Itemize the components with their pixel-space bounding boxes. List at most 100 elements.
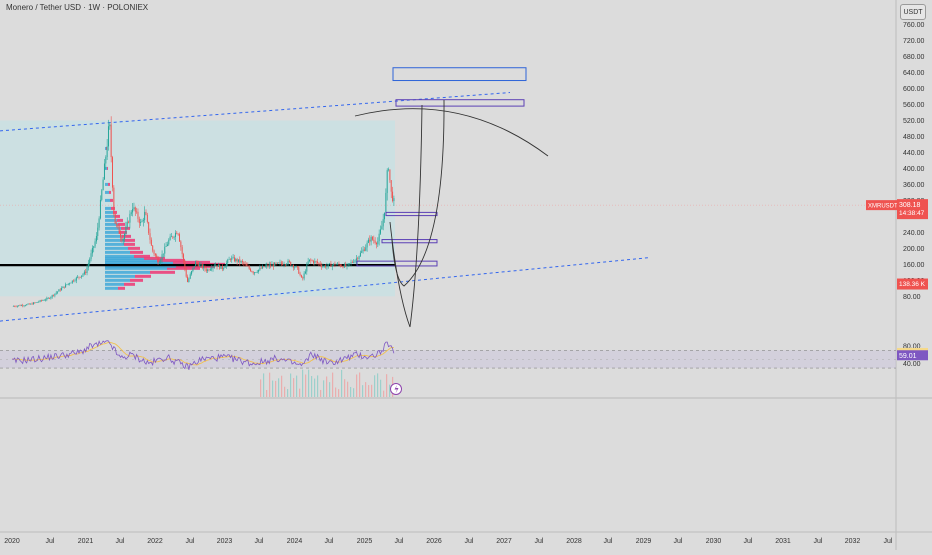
volume-profile-bar — [128, 246, 140, 250]
candle-body — [15, 306, 17, 308]
candle-body — [179, 234, 180, 242]
candle-body — [331, 264, 333, 267]
symbol-badge-text: XMRUSDT — [868, 204, 898, 210]
candle-body — [189, 274, 191, 279]
volume-profile-bar — [105, 264, 176, 268]
candle-body — [43, 300, 45, 301]
candle-body — [227, 259, 229, 264]
candle-body — [195, 261, 197, 266]
candle-body — [168, 239, 170, 245]
candle-body — [280, 262, 282, 264]
candle-body — [47, 297, 49, 299]
volume-profile-bar — [105, 286, 118, 290]
price-axis-label: 480.00 — [903, 134, 925, 141]
candle-body — [185, 268, 187, 277]
volume-profile-bar — [124, 238, 135, 242]
volume-profile-bar — [105, 234, 122, 238]
volume-profile-bar — [105, 256, 144, 260]
candle-body — [81, 275, 83, 278]
candle-body — [219, 264, 221, 269]
volume-profile-bar — [105, 210, 113, 214]
candle-body — [362, 249, 364, 252]
price-axis-label: 760.00 — [903, 22, 925, 29]
volume-profile-bar — [110, 198, 113, 202]
volume-bar — [359, 372, 361, 397]
price-axis-label: 560.00 — [903, 102, 925, 109]
candle-body — [146, 214, 148, 223]
rsi-line — [11, 339, 395, 370]
candle-body — [150, 239, 152, 246]
candle-body — [59, 289, 61, 291]
currency-badge[interactable]: USDT — [900, 4, 926, 20]
volume-profile-bar — [167, 266, 200, 270]
candle-body — [53, 295, 55, 296]
time-axis-label: Jul — [674, 538, 683, 545]
time-axis-label: 2026 — [426, 538, 442, 545]
rsi-axis-label: 40.00 — [903, 361, 921, 368]
candle-body — [300, 275, 302, 278]
volume-bar — [266, 389, 268, 397]
volume-profile-bar — [105, 282, 124, 286]
rsi-band — [0, 350, 896, 369]
candle-body — [393, 198, 395, 202]
time-axis-label: 2027 — [496, 538, 512, 545]
candle-body — [177, 233, 179, 235]
candle-body — [180, 241, 182, 248]
volume-profile-area — [0, 120, 395, 297]
time-axis-label: Jul — [46, 538, 55, 545]
volume-bar — [371, 384, 373, 397]
time-axis-label: Jul — [186, 538, 195, 545]
candle-body — [271, 264, 273, 266]
volume-profile-bar — [105, 226, 121, 230]
volume-profile-bar — [130, 278, 143, 282]
candle-body — [65, 284, 67, 288]
volume-profile-bar — [105, 222, 118, 226]
candle-body — [192, 267, 194, 272]
time-axis-label: Jul — [744, 538, 753, 545]
candle-body — [223, 267, 225, 270]
candle-body — [126, 221, 128, 227]
candle-body — [162, 253, 164, 255]
candle-body — [282, 263, 284, 265]
channel-lower-line — [0, 257, 651, 322]
candle-body — [359, 252, 361, 257]
volume-profile-bar — [105, 242, 124, 246]
candle-body — [209, 269, 211, 271]
volume-profile-bar — [105, 214, 115, 218]
price-axis-label: 160.00 — [903, 262, 925, 269]
hand-drawn-path-2 — [391, 99, 445, 287]
time-axis-label: Jul — [116, 538, 125, 545]
volume-profile-bar — [118, 222, 125, 226]
volume-profile-bar — [109, 190, 111, 194]
candle-body — [296, 266, 298, 268]
candle-body — [236, 259, 238, 262]
volume-bar — [287, 389, 289, 397]
candle-body — [101, 190, 103, 200]
candle-body — [130, 212, 132, 214]
candle-body — [373, 239, 375, 241]
candle-body — [385, 192, 387, 213]
candle-body — [62, 286, 64, 289]
volume-bar — [350, 386, 352, 397]
candle-body — [370, 237, 372, 242]
candle-body — [18, 305, 20, 306]
candle-body — [216, 265, 218, 267]
candle-body — [349, 263, 351, 264]
candle-body — [138, 218, 140, 224]
hand-drawn-arc — [354, 108, 549, 157]
volume-profile-bar — [130, 250, 143, 254]
volume-bar — [317, 375, 319, 397]
time-axis-label: 2031 — [775, 538, 791, 545]
candle-body — [241, 261, 243, 263]
time-axis-label: 2025 — [357, 538, 373, 545]
candle-body — [378, 233, 380, 242]
candle-body — [367, 239, 369, 243]
candle-body — [317, 261, 319, 263]
candle-body — [31, 303, 33, 305]
volume-bar — [389, 384, 391, 397]
volume-badge-text: 138.36 K — [899, 281, 926, 288]
candle-body — [365, 247, 367, 251]
candle-body — [199, 264, 201, 267]
